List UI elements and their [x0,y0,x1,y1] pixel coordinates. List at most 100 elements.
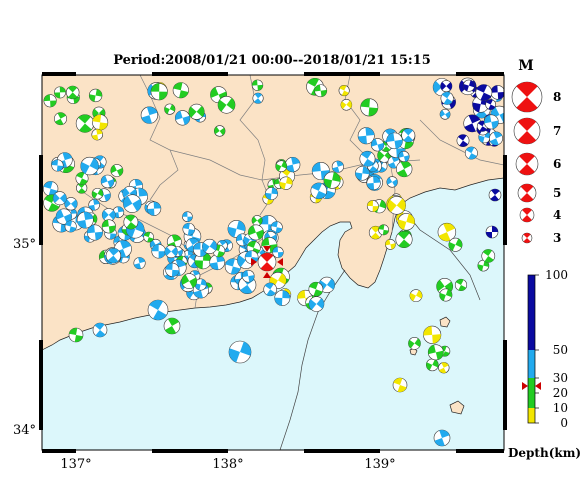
mainshock-pointer-marker [251,258,257,266]
beachball-symbol [464,146,478,160]
magnitude-legend-symbol-3 [521,232,533,244]
beachball-symbol [427,344,444,361]
beachball-symbol [398,150,410,163]
beachball-symbol [76,182,88,194]
depth-legend-tick-label: 0 [560,416,568,430]
beachball-symbol [454,278,468,292]
beachball-symbol [387,196,406,215]
magnitude-legend-label: 3 [553,231,561,245]
beachball-symbol [340,99,353,111]
depth-legend-tick-label: 10 [553,401,568,415]
depth-legend-tick-label: 50 [553,343,568,357]
beachball-symbol [68,327,84,343]
beachball-symbol [227,219,246,238]
beachball-symbol [448,237,463,252]
map-frame-ticks [39,72,507,453]
depth-band-30-50 [528,350,535,378]
beachball-symbol [150,83,168,101]
depth-band-10-30 [528,378,535,408]
beachball-symbol [244,250,259,265]
map-frame [41,74,505,451]
beachball-symbol [54,112,68,126]
beachball-symbol [51,159,64,172]
beachball-symbol [323,171,341,189]
beachball-symbol [408,337,421,350]
beachball-symbol [92,114,109,131]
beachball-symbol [385,239,396,250]
beachball-symbol [248,224,264,241]
beachball-symbol [285,156,301,173]
beachball-symbol [164,103,176,115]
lat-label-34: 34° [13,423,36,438]
beachball-symbol [440,80,453,93]
beachball-symbol [378,224,389,236]
beachball-symbol [213,125,226,137]
beachball-symbol [409,289,423,303]
beachball-symbol [489,131,503,146]
mainshock-pointer-marker [277,258,283,266]
beachball-symbol [224,258,241,275]
beachball-symbol [143,231,155,243]
beachball-symbol [274,290,291,306]
beachball-symbol [101,219,116,234]
magnitude-legend-label: 5 [553,186,561,200]
magnitude-legend-label: 6 [553,157,561,171]
beachball-symbol [357,127,375,145]
beachball-symbol [396,160,413,178]
beachball-symbol [483,114,499,130]
lon-label-138: 138° [212,457,243,472]
beachball-symbol [92,322,108,338]
beachball-symbol [401,128,416,143]
beachball-symbol [188,103,205,120]
map-area [42,75,504,450]
beachball-symbol [54,86,66,99]
beachball-symbol [395,230,413,248]
beachball-symbol [386,132,403,150]
beachball-symbol [64,197,78,211]
beachball-symbol [308,296,325,312]
beachball-symbol [366,175,381,191]
beachball-symbol [386,176,398,188]
beachball-symbol [140,106,159,124]
beachball-symbol [370,138,385,152]
mainshock-depth-marker [522,382,528,390]
beachball-symbol [228,340,252,364]
map-title: Period:2008/01/21 00:00--2018/01/21 15:1… [113,53,431,68]
magnitude-legend: M 8 7 6 5 4 3 [511,58,561,245]
beachball-symbol [110,164,124,177]
magnitude-legend-symbol-8 [511,81,543,113]
beachball-symbol [279,176,293,190]
beachball-symbol [88,88,103,103]
earthquake-symbols [42,77,504,447]
beachball-symbol [308,281,324,297]
mainshock-symbol [251,246,283,278]
beachball-symbol [75,114,95,133]
beachball-symbol [241,269,255,283]
beachball-symbol [202,238,218,255]
beachball-symbol [86,224,103,241]
mainshock-pointer-marker [263,272,271,278]
beachball-symbol [174,110,191,126]
beachball-symbol [163,317,181,335]
mainshock-depth-marker [535,382,541,390]
beachball-symbol [105,248,122,264]
magnitude-legend-symbol-6 [515,152,539,176]
depth-legend-tick-label: 20 [553,386,568,400]
beachball-symbol [438,362,450,374]
beachball-symbol [355,166,370,181]
beachball-symbol [265,187,278,201]
beachball-symbol [151,243,166,259]
beachball-symbol [88,199,100,211]
beachball-symbol [275,160,288,173]
depth-legend-title: Depth(km) [508,446,580,460]
beachball-symbol [439,288,453,302]
magnitude-legend-label: 7 [553,124,561,138]
beachball-symbol [359,150,376,167]
beachball-symbol [181,273,198,289]
beachball-symbol [392,377,408,393]
beachball-symbol [52,191,67,206]
beachball-symbol [164,244,178,259]
beachball-symbol [397,213,416,231]
